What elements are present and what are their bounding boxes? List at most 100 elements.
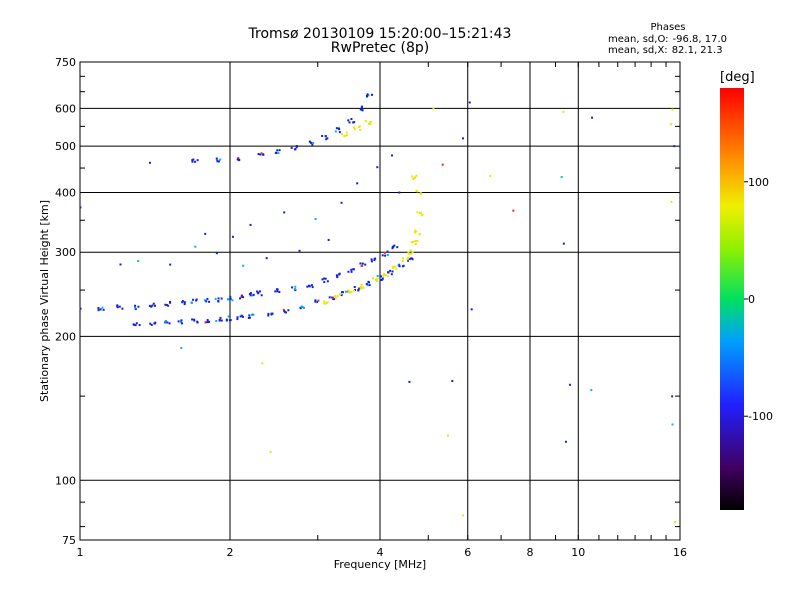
data-point <box>252 293 255 296</box>
stats-x-label: mean, sd,X: <box>608 45 668 56</box>
data-point <box>590 389 593 392</box>
data-point <box>137 305 140 308</box>
data-point <box>169 301 172 304</box>
data-point <box>357 289 360 292</box>
data-point <box>294 148 297 151</box>
data-point <box>391 270 394 273</box>
data-point <box>278 291 281 294</box>
data-point <box>340 294 343 297</box>
data-point <box>217 300 220 303</box>
data-point <box>228 319 231 322</box>
data-point <box>164 320 167 323</box>
data-point <box>408 257 411 260</box>
data-point <box>135 322 138 325</box>
data-point <box>294 288 297 291</box>
data-point <box>193 318 196 321</box>
data-point <box>376 275 379 278</box>
data-point <box>310 141 313 144</box>
data-point <box>307 284 310 287</box>
stats-x-values: 82.1, 21.3 <box>671 45 723 56</box>
data-point <box>267 314 270 317</box>
data-point <box>380 275 383 278</box>
stats-row-x: mean, sd,X: 82.1, 21.3 <box>608 45 798 57</box>
data-point <box>270 312 273 315</box>
data-point <box>299 307 302 310</box>
data-point <box>215 319 218 322</box>
data-point <box>336 295 339 298</box>
data-point <box>364 263 367 266</box>
data-point <box>183 301 186 304</box>
data-point <box>415 230 418 233</box>
data-point <box>190 301 193 304</box>
data-point <box>300 305 303 308</box>
data-point <box>414 239 417 242</box>
data-point <box>257 153 260 156</box>
data-point <box>323 281 326 284</box>
data-point <box>220 319 223 322</box>
data-point <box>339 292 342 295</box>
data-point <box>306 285 309 288</box>
data-point <box>249 223 252 226</box>
data-point <box>312 141 315 144</box>
y-tick-label: 500 <box>55 140 76 153</box>
data-point <box>338 131 341 134</box>
data-point <box>206 319 209 322</box>
data-point <box>376 166 379 169</box>
data-point <box>194 160 197 163</box>
data-point <box>239 297 242 300</box>
data-point <box>451 380 454 383</box>
data-point <box>321 134 324 137</box>
colorbar-tick-label: -100 <box>748 410 773 423</box>
x-tick-label: 16 <box>673 546 687 559</box>
data-point <box>311 286 314 289</box>
data-point <box>409 252 412 255</box>
data-point <box>392 245 395 248</box>
data-point <box>374 257 377 260</box>
data-point <box>564 440 567 443</box>
data-point <box>671 423 674 426</box>
data-point <box>229 295 232 298</box>
data-point <box>205 300 208 303</box>
data-point <box>344 290 347 293</box>
data-point <box>389 269 392 272</box>
data-point <box>362 286 365 289</box>
data-point <box>323 277 326 280</box>
data-point <box>340 291 343 294</box>
data-point <box>374 278 377 281</box>
data-point <box>134 308 137 311</box>
data-point <box>326 280 329 283</box>
data-point <box>341 133 344 136</box>
data-point <box>137 259 140 262</box>
data-point <box>207 321 210 324</box>
data-point <box>236 158 239 161</box>
data-point <box>366 93 369 96</box>
data-point <box>290 146 293 149</box>
data-point <box>413 177 416 180</box>
data-point <box>208 300 211 303</box>
data-point <box>154 304 157 307</box>
data-point <box>386 250 389 253</box>
data-point <box>237 157 240 160</box>
y-tick-label: 400 <box>55 186 76 199</box>
data-point <box>348 291 351 294</box>
data-point <box>219 316 222 319</box>
data-point <box>391 154 394 157</box>
data-point <box>166 321 169 324</box>
data-point <box>348 290 351 293</box>
data-point <box>248 293 251 296</box>
data-point <box>353 289 356 292</box>
data-point <box>407 251 410 254</box>
data-point <box>421 213 424 216</box>
data-point <box>316 301 319 304</box>
data-point <box>102 308 105 311</box>
data-point <box>295 145 298 148</box>
data-point <box>119 263 122 266</box>
data-point <box>370 260 373 263</box>
data-point <box>350 270 353 273</box>
data-point <box>118 305 121 308</box>
data-point <box>406 256 409 259</box>
data-point <box>206 297 209 300</box>
data-point <box>314 218 317 221</box>
data-point <box>284 311 287 314</box>
data-point <box>414 242 417 245</box>
